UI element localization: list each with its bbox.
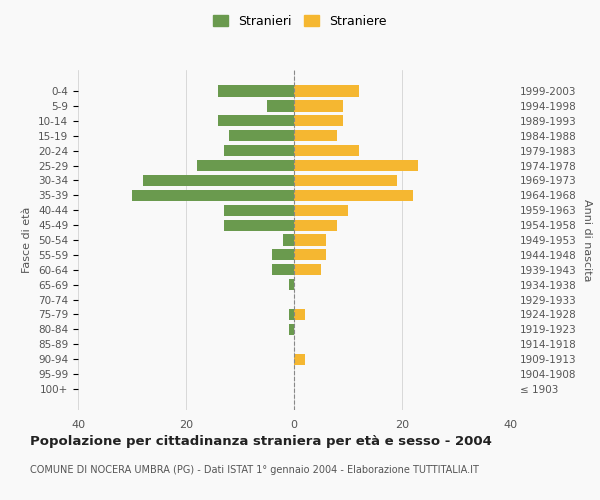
Bar xyxy=(224,145,294,156)
Bar xyxy=(224,204,294,216)
Bar xyxy=(294,86,359,96)
Bar xyxy=(294,250,326,260)
Bar xyxy=(294,204,348,216)
Bar xyxy=(143,175,294,186)
Bar xyxy=(224,220,294,230)
Bar xyxy=(272,250,294,260)
Bar xyxy=(229,130,294,141)
Y-axis label: Anni di nascita: Anni di nascita xyxy=(582,198,592,281)
Bar xyxy=(294,145,359,156)
Bar xyxy=(132,190,294,201)
Bar xyxy=(283,234,294,246)
Bar xyxy=(218,115,294,126)
Bar xyxy=(294,190,413,201)
Bar xyxy=(294,100,343,112)
Bar xyxy=(294,309,305,320)
Bar xyxy=(294,160,418,171)
Bar xyxy=(294,220,337,230)
Text: COMUNE DI NOCERA UMBRA (PG) - Dati ISTAT 1° gennaio 2004 - Elaborazione TUTTITAL: COMUNE DI NOCERA UMBRA (PG) - Dati ISTAT… xyxy=(30,465,479,475)
Y-axis label: Fasce di età: Fasce di età xyxy=(22,207,32,273)
Bar xyxy=(267,100,294,112)
Bar xyxy=(289,279,294,290)
Bar xyxy=(294,234,326,246)
Bar xyxy=(218,86,294,96)
Bar xyxy=(289,309,294,320)
Bar xyxy=(289,324,294,335)
Bar xyxy=(272,264,294,276)
Legend: Stranieri, Straniere: Stranieri, Straniere xyxy=(209,11,391,32)
Text: Popolazione per cittadinanza straniera per età e sesso - 2004: Popolazione per cittadinanza straniera p… xyxy=(30,435,492,448)
Bar xyxy=(294,130,337,141)
Bar xyxy=(197,160,294,171)
Bar xyxy=(294,115,343,126)
Bar xyxy=(294,264,321,276)
Bar xyxy=(294,354,305,365)
Bar xyxy=(294,175,397,186)
